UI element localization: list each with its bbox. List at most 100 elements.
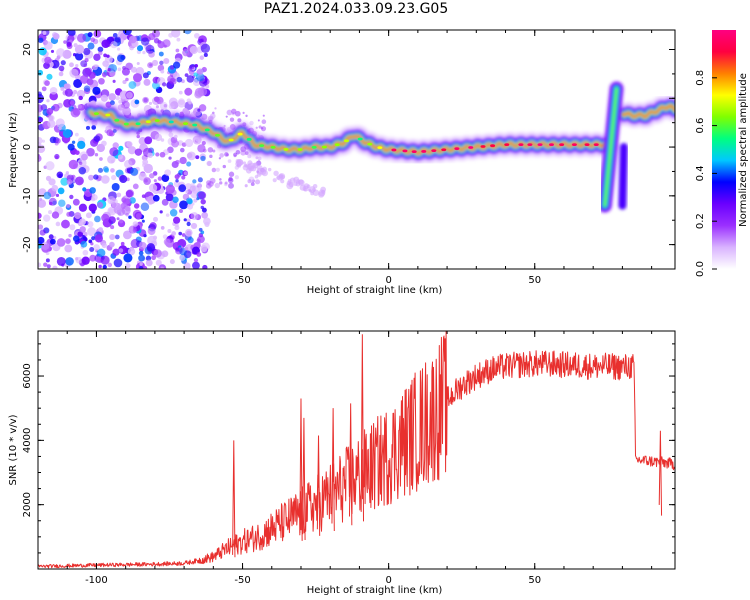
snr-spike [316, 435, 321, 536]
ridge-knot [480, 145, 486, 148]
x-tick-label: 0 [385, 575, 391, 586]
noise-blob [38, 199, 47, 208]
noise-blob [167, 228, 172, 234]
noise-blob [109, 147, 119, 157]
noise-blob [186, 221, 191, 227]
noise-blob [72, 235, 80, 242]
noise-blob [118, 145, 124, 151]
noise-blob [63, 83, 70, 89]
ridge-knot [183, 122, 189, 126]
noise-blob [157, 64, 165, 72]
noise-blob [66, 204, 71, 208]
noise-blob [242, 161, 247, 165]
noise-blob [102, 60, 109, 67]
noise-blob [127, 247, 136, 256]
noise-blob [122, 30, 132, 36]
noise-blob [80, 60, 88, 68]
noise-blob [86, 147, 95, 157]
noise-blob [222, 164, 227, 169]
noise-blob [293, 182, 298, 187]
noise-blob [41, 241, 50, 251]
noise-blob [183, 262, 191, 269]
noise-blob [46, 99, 50, 103]
noise-blob [250, 182, 255, 187]
noise-blob [201, 211, 209, 219]
ridge-knot [454, 147, 460, 151]
noise-blob [235, 160, 242, 168]
noise-blob [163, 57, 170, 65]
snr-plot [38, 331, 675, 569]
noise-blob [229, 117, 235, 122]
noise-blob [69, 62, 74, 68]
noise-blob [38, 116, 44, 123]
noise-blob [79, 74, 89, 84]
noise-blob [207, 147, 214, 153]
noise-blob [190, 212, 199, 220]
noise-blob [88, 203, 97, 212]
noise-blob [243, 164, 248, 168]
noise-blob [159, 210, 163, 214]
noise-blob [91, 193, 96, 197]
noise-blob [38, 155, 41, 160]
snr-spike [232, 440, 236, 558]
colorbar-tick-label: 0.4 [695, 165, 706, 181]
noise-blob [94, 215, 101, 223]
noise-blob [126, 91, 133, 99]
heatmap-frame [37, 29, 676, 270]
noise-blob [147, 62, 154, 69]
noise-blob [70, 108, 80, 118]
noise-blob [168, 32, 174, 38]
noise-blob [128, 215, 132, 220]
noise-blob [179, 254, 186, 261]
noise-blob [197, 177, 203, 183]
noise-blob [69, 194, 74, 200]
noise-blob [196, 252, 202, 257]
noise-blob [49, 238, 56, 245]
noise-blob [152, 194, 160, 202]
noise-blob [171, 231, 177, 236]
noise-blob [69, 100, 75, 106]
noise-blob [126, 141, 133, 148]
noise-blob [184, 246, 189, 251]
noise-blob [85, 212, 92, 219]
ridge-knot [259, 144, 265, 148]
noise-blob [48, 178, 56, 186]
noise-blob [119, 175, 128, 184]
noise-blob [60, 60, 66, 66]
snr-spike [360, 334, 365, 522]
noise-blob [69, 224, 76, 231]
noise-blob [175, 179, 179, 183]
noise-blob [41, 86, 47, 92]
noise-blob [58, 65, 65, 72]
noise-blob [74, 44, 85, 54]
noise-blob [171, 30, 181, 38]
noise-blob [247, 162, 255, 170]
noise-blob [169, 209, 178, 217]
ridge-knot [584, 143, 590, 147]
noise-blob [110, 168, 115, 173]
ridge-knot [367, 142, 373, 146]
noise-blob [46, 73, 53, 80]
noise-blob [160, 266, 165, 269]
noise-blob [151, 59, 159, 66]
noise-blob [184, 87, 193, 96]
noise-blob [132, 221, 139, 227]
noise-blob [55, 138, 61, 144]
noise-blob [197, 144, 206, 153]
colorbar-tick-label: 0.8 [695, 70, 706, 86]
noise-blob [255, 179, 261, 185]
ridge-knot [246, 137, 252, 141]
noise-blob [168, 97, 178, 107]
noise-blob [200, 155, 206, 162]
noise-blob [161, 250, 169, 258]
noise-blob [225, 153, 229, 157]
noise-blob [38, 224, 44, 230]
noise-blob [172, 196, 179, 203]
noise-blob [107, 196, 116, 205]
noise-blob [79, 226, 86, 233]
noise-blob [130, 66, 137, 73]
noise-blob [289, 177, 296, 184]
noise-blob [176, 76, 183, 83]
noise-blob [202, 264, 208, 269]
